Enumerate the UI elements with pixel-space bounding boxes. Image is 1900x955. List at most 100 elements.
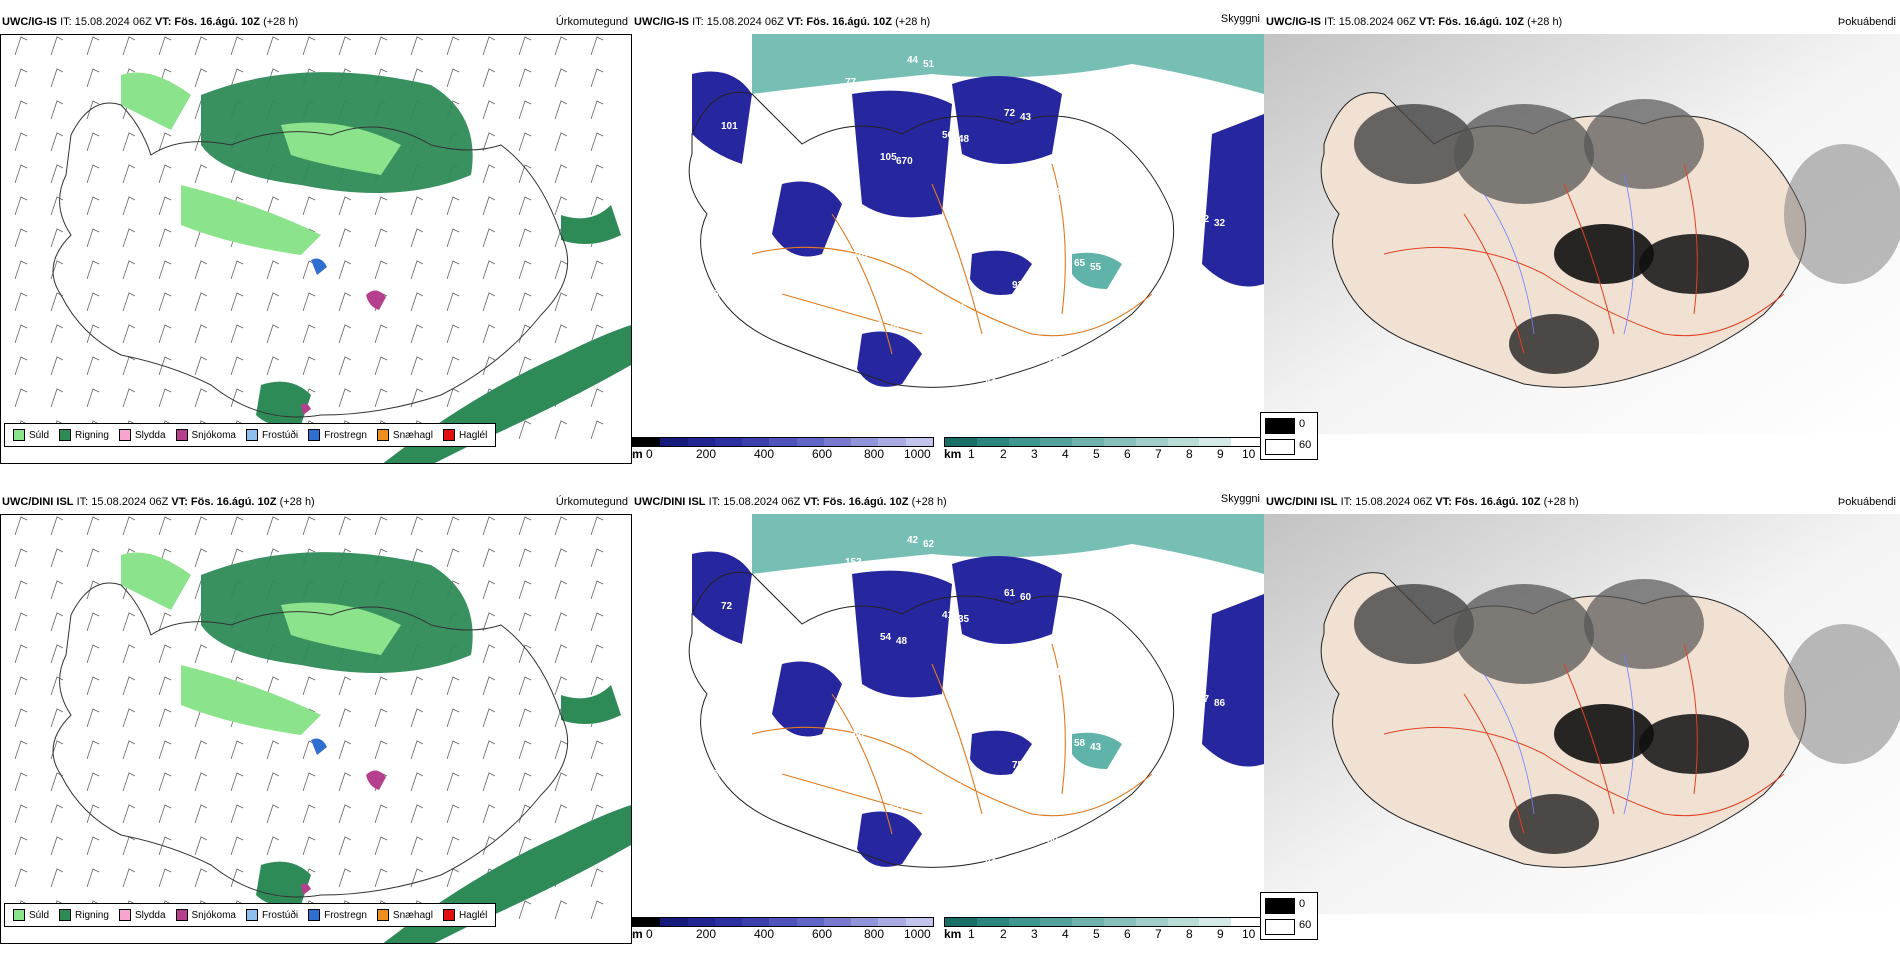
lead-time: (+28 h) [263, 16, 299, 28]
rivers [1483, 653, 1635, 815]
visibility-colorbar: km 1 2 3 4 5 6 7 8 9 10 [944, 917, 1264, 941]
fog-areas [1354, 579, 1900, 854]
visibility-tick: 1 [968, 447, 975, 461]
precip-legend-label: Rigning [75, 909, 109, 921]
visibility-value-label: 37 [1171, 311, 1183, 322]
visibility-value-label: 44 [1117, 165, 1129, 176]
cloud-height-colorbar: m 0 200 400 600 800 1000 [632, 917, 934, 941]
visibility-value-label: 63 [1055, 187, 1067, 198]
visibility-value-label: 56 [942, 130, 954, 141]
precip-legend-swatch [13, 909, 25, 921]
visibility-value-label: 87 [1082, 90, 1094, 101]
visibility-tick: 2 [1000, 927, 1007, 941]
visibility-value-label: 79 [977, 205, 989, 216]
precip-legend-label: Súld [29, 429, 50, 441]
visibility-value-label: 136 [950, 302, 967, 313]
visibility-labels: 767 945 670 49 55 39 45 42 48 63 40 34 33 51 43 44 32 50 4… [702, 50, 1226, 397]
visibility-tick: 1 [968, 927, 975, 941]
precip-legend-swatch [59, 909, 72, 921]
visibility-value-label: 55 [1090, 262, 1102, 273]
cloud-height-tick: 0 [646, 927, 653, 941]
visibility-value-label: 99 [1082, 570, 1094, 581]
visibility-map: 767 945 670 49 55 39 45 42 48 63 40 34 33 51 43 44 32 50 4… [632, 34, 1264, 434]
visibility-value-label: 51 [923, 59, 935, 70]
visibility-value-label: 39 [775, 747, 787, 758]
precip-type-panel: UWC/IG-IS IT: 15.08.2024 06Z VT: Fös. 16… [0, 0, 632, 475]
visibility-tick: 7 [1155, 447, 1162, 461]
visibility-tick: 5 [1093, 927, 1100, 941]
precip-legend-item: Snæhagl [376, 909, 433, 921]
visibility-map-svg: 43 45 48 40 43 53 52 39 35 43 48 41 47 62 60 57 86 339 277… [688, 514, 1264, 877]
precip-legend-item: Haglél [442, 429, 487, 441]
visibility-value-label: 86 [1214, 698, 1226, 709]
visibility-colorbar-bar [944, 437, 1264, 447]
visibility-value-label: 47 [826, 826, 838, 837]
precip-legend-item: Snjókoma [175, 909, 236, 921]
visibility-value-label: 65 [1074, 258, 1086, 269]
panel-title: Þokuábendi [1837, 496, 1896, 508]
precip-legend-swatch [245, 429, 258, 441]
precip-legend-swatch [175, 429, 188, 441]
cloud-height-colorbar-bar [632, 437, 934, 447]
visibility-value-label: 77 [845, 77, 857, 88]
iceland-outline [52, 102, 569, 418]
precip-type-legend: Súld Rigning Slydda Snjókoma Frostúði Frostre… [4, 423, 497, 447]
fog-panel: UWC/DINI ISL IT: 15.08.2024 06Z VT: Fös.… [1260, 480, 1900, 955]
visibility-value-label: 96 [756, 676, 768, 687]
visibility-value-label: 64 [1101, 641, 1113, 652]
visibility-value-label: 61 [1004, 588, 1016, 599]
visibility-tick: 9 [1217, 447, 1224, 461]
precip-legend-swatch [376, 429, 389, 441]
visibility-tick: 6 [1124, 927, 1131, 941]
lead-time: (+28 h) [911, 496, 947, 508]
panel-title: Þokuábendi [1837, 16, 1896, 28]
visibility-value-label: 41 [729, 773, 741, 784]
fog-map [1264, 514, 1900, 914]
visibility-tick: 3 [1031, 927, 1038, 941]
fog-panel: UWC/IG-IS IT: 15.08.2024 06Z VT: Fös. 16… [1260, 0, 1900, 475]
fog-legend-swatch-light [1265, 439, 1295, 455]
precip-legend-item: Súld [13, 429, 49, 441]
precip-legend-label: Snjókoma [191, 429, 236, 441]
precip-legend-label: Haglél [458, 909, 488, 921]
visibility-value-label: 75 [1012, 760, 1024, 771]
panel-title: Úrkomutegund [555, 16, 628, 28]
visibility-value-label: 72 [1004, 108, 1016, 119]
precip-legend-label: Rigning [75, 429, 109, 441]
visibility-value-label: 40 [1152, 240, 1164, 251]
visibility-value-label: 670 [896, 156, 913, 167]
visibility-value-label: 945 [799, 103, 816, 114]
visibility-value-label: 105 [1206, 386, 1223, 397]
visibility-value-label: 290 [1144, 68, 1161, 79]
model-name: UWC/DINI ISL [1266, 496, 1338, 508]
visibility-value-label: 40 [993, 689, 1005, 700]
valid-time: VT: Fös. 16.ágú. 10Z [803, 496, 909, 508]
visibility-value-label: 32 [1214, 218, 1226, 229]
fog-map-svg [1264, 514, 1900, 914]
precip-legend-swatch [175, 909, 188, 921]
visibility-tick: 8 [1186, 927, 1193, 941]
precip-legend-swatch [13, 429, 25, 441]
fog-legend-bottom: 60 [1299, 919, 1312, 931]
visibility-value-label: 39 [1187, 315, 1199, 326]
cloud-height-tick: 200 [696, 447, 717, 461]
visibility-value-label: 44 [907, 55, 919, 66]
fog-legend: 0 60 [1260, 412, 1318, 460]
visibility-value-label: 153 [845, 557, 862, 568]
visibility-value-label: 43 [702, 530, 714, 541]
panel-header: UWC/IG-IS IT: 15.08.2024 06Z VT: Fös. 16… [634, 13, 1260, 34]
precip-legend-label: Snjókoma [191, 909, 236, 921]
precip-legend-label: Frostregn [324, 429, 367, 441]
panel-header: UWC/DINI ISL IT: 15.08.2024 06Z VT: Fös.… [634, 493, 1260, 514]
lead-time: (+28 h) [1527, 16, 1563, 28]
visibility-value-label: 52 [764, 848, 776, 859]
cloud-height-colorbar-bar [632, 917, 934, 927]
visibility-value-label: 45 [764, 368, 776, 379]
visibility-value-label: 57 [1117, 645, 1129, 656]
visibility-value-label: 105 [880, 152, 897, 163]
visibility-value-label: 133 [756, 196, 773, 207]
visibility-value-label: 30 [1047, 835, 1059, 846]
visibility-value-label: 93 [1012, 280, 1024, 291]
visibility-value-label: 43 [1020, 112, 1032, 123]
road-network [1383, 643, 1785, 835]
